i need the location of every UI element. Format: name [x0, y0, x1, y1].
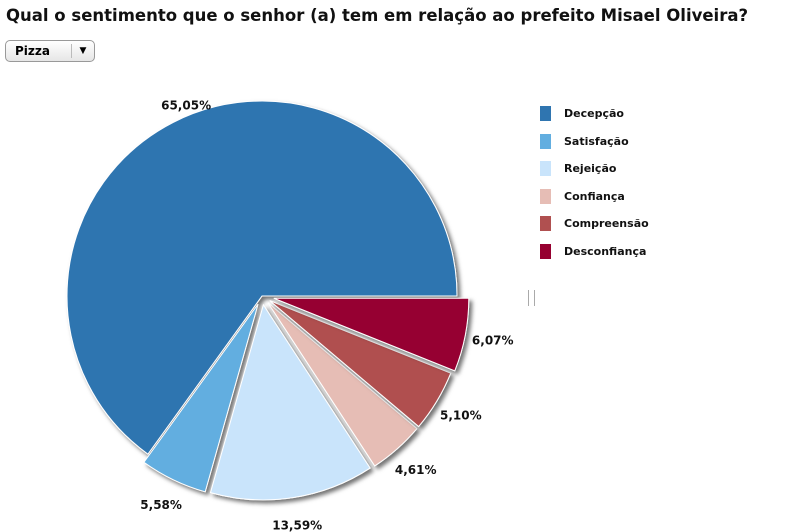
legend-swatch: [540, 188, 551, 204]
legend-item[interactable]: Confiança: [540, 183, 649, 211]
pie-slice-satisfação[interactable]: [143, 303, 259, 493]
chart-type-select[interactable]: Pizza ▼: [5, 40, 95, 62]
data-label: 6,07%: [472, 334, 514, 348]
data-label: 13,59%: [272, 518, 322, 532]
pie-slice-rejeição[interactable]: [209, 303, 371, 501]
legend-label: Rejeição: [564, 162, 617, 176]
legend-item[interactable]: Rejeição: [540, 155, 649, 183]
legend-item[interactable]: Decepção: [540, 100, 649, 128]
pie-slice-confiança[interactable]: [267, 302, 418, 467]
pie-slice-desconfiança[interactable]: [273, 297, 470, 372]
data-label: 4,61%: [395, 463, 437, 477]
legend-swatch: [540, 243, 551, 259]
legend-swatch: [540, 216, 551, 232]
legend-swatch: [540, 106, 551, 122]
legend-item[interactable]: Desconfiança: [540, 238, 649, 266]
legend-item[interactable]: Satisfação: [540, 128, 649, 156]
legend: Decepção Satisfação Rejeição Confiança Compr…: [540, 100, 649, 265]
legend-label: Compreensão: [564, 217, 649, 231]
legend-label: Desconfiança: [564, 244, 647, 258]
legend-label: Satisfação: [564, 134, 629, 148]
legend-swatch: [540, 161, 551, 177]
legend-label: Confiança: [564, 189, 625, 203]
page-title: Qual o sentimento que o senhor (a) tem e…: [6, 6, 749, 25]
data-label: 5,58%: [140, 498, 182, 512]
divider: [71, 44, 72, 58]
chart-type-value: Pizza: [15, 44, 50, 58]
data-label: 65,05%: [161, 99, 211, 113]
resize-handle[interactable]: [528, 290, 535, 306]
data-label: 5,10%: [440, 409, 482, 423]
pie-slice-decepção[interactable]: [66, 100, 458, 455]
legend-item[interactable]: Compreensão: [540, 210, 649, 238]
legend-label: Decepção: [564, 107, 624, 121]
chevron-down-icon: ▼: [79, 46, 87, 56]
legend-swatch: [540, 133, 551, 149]
pie-slice-compreensão[interactable]: [269, 300, 452, 428]
